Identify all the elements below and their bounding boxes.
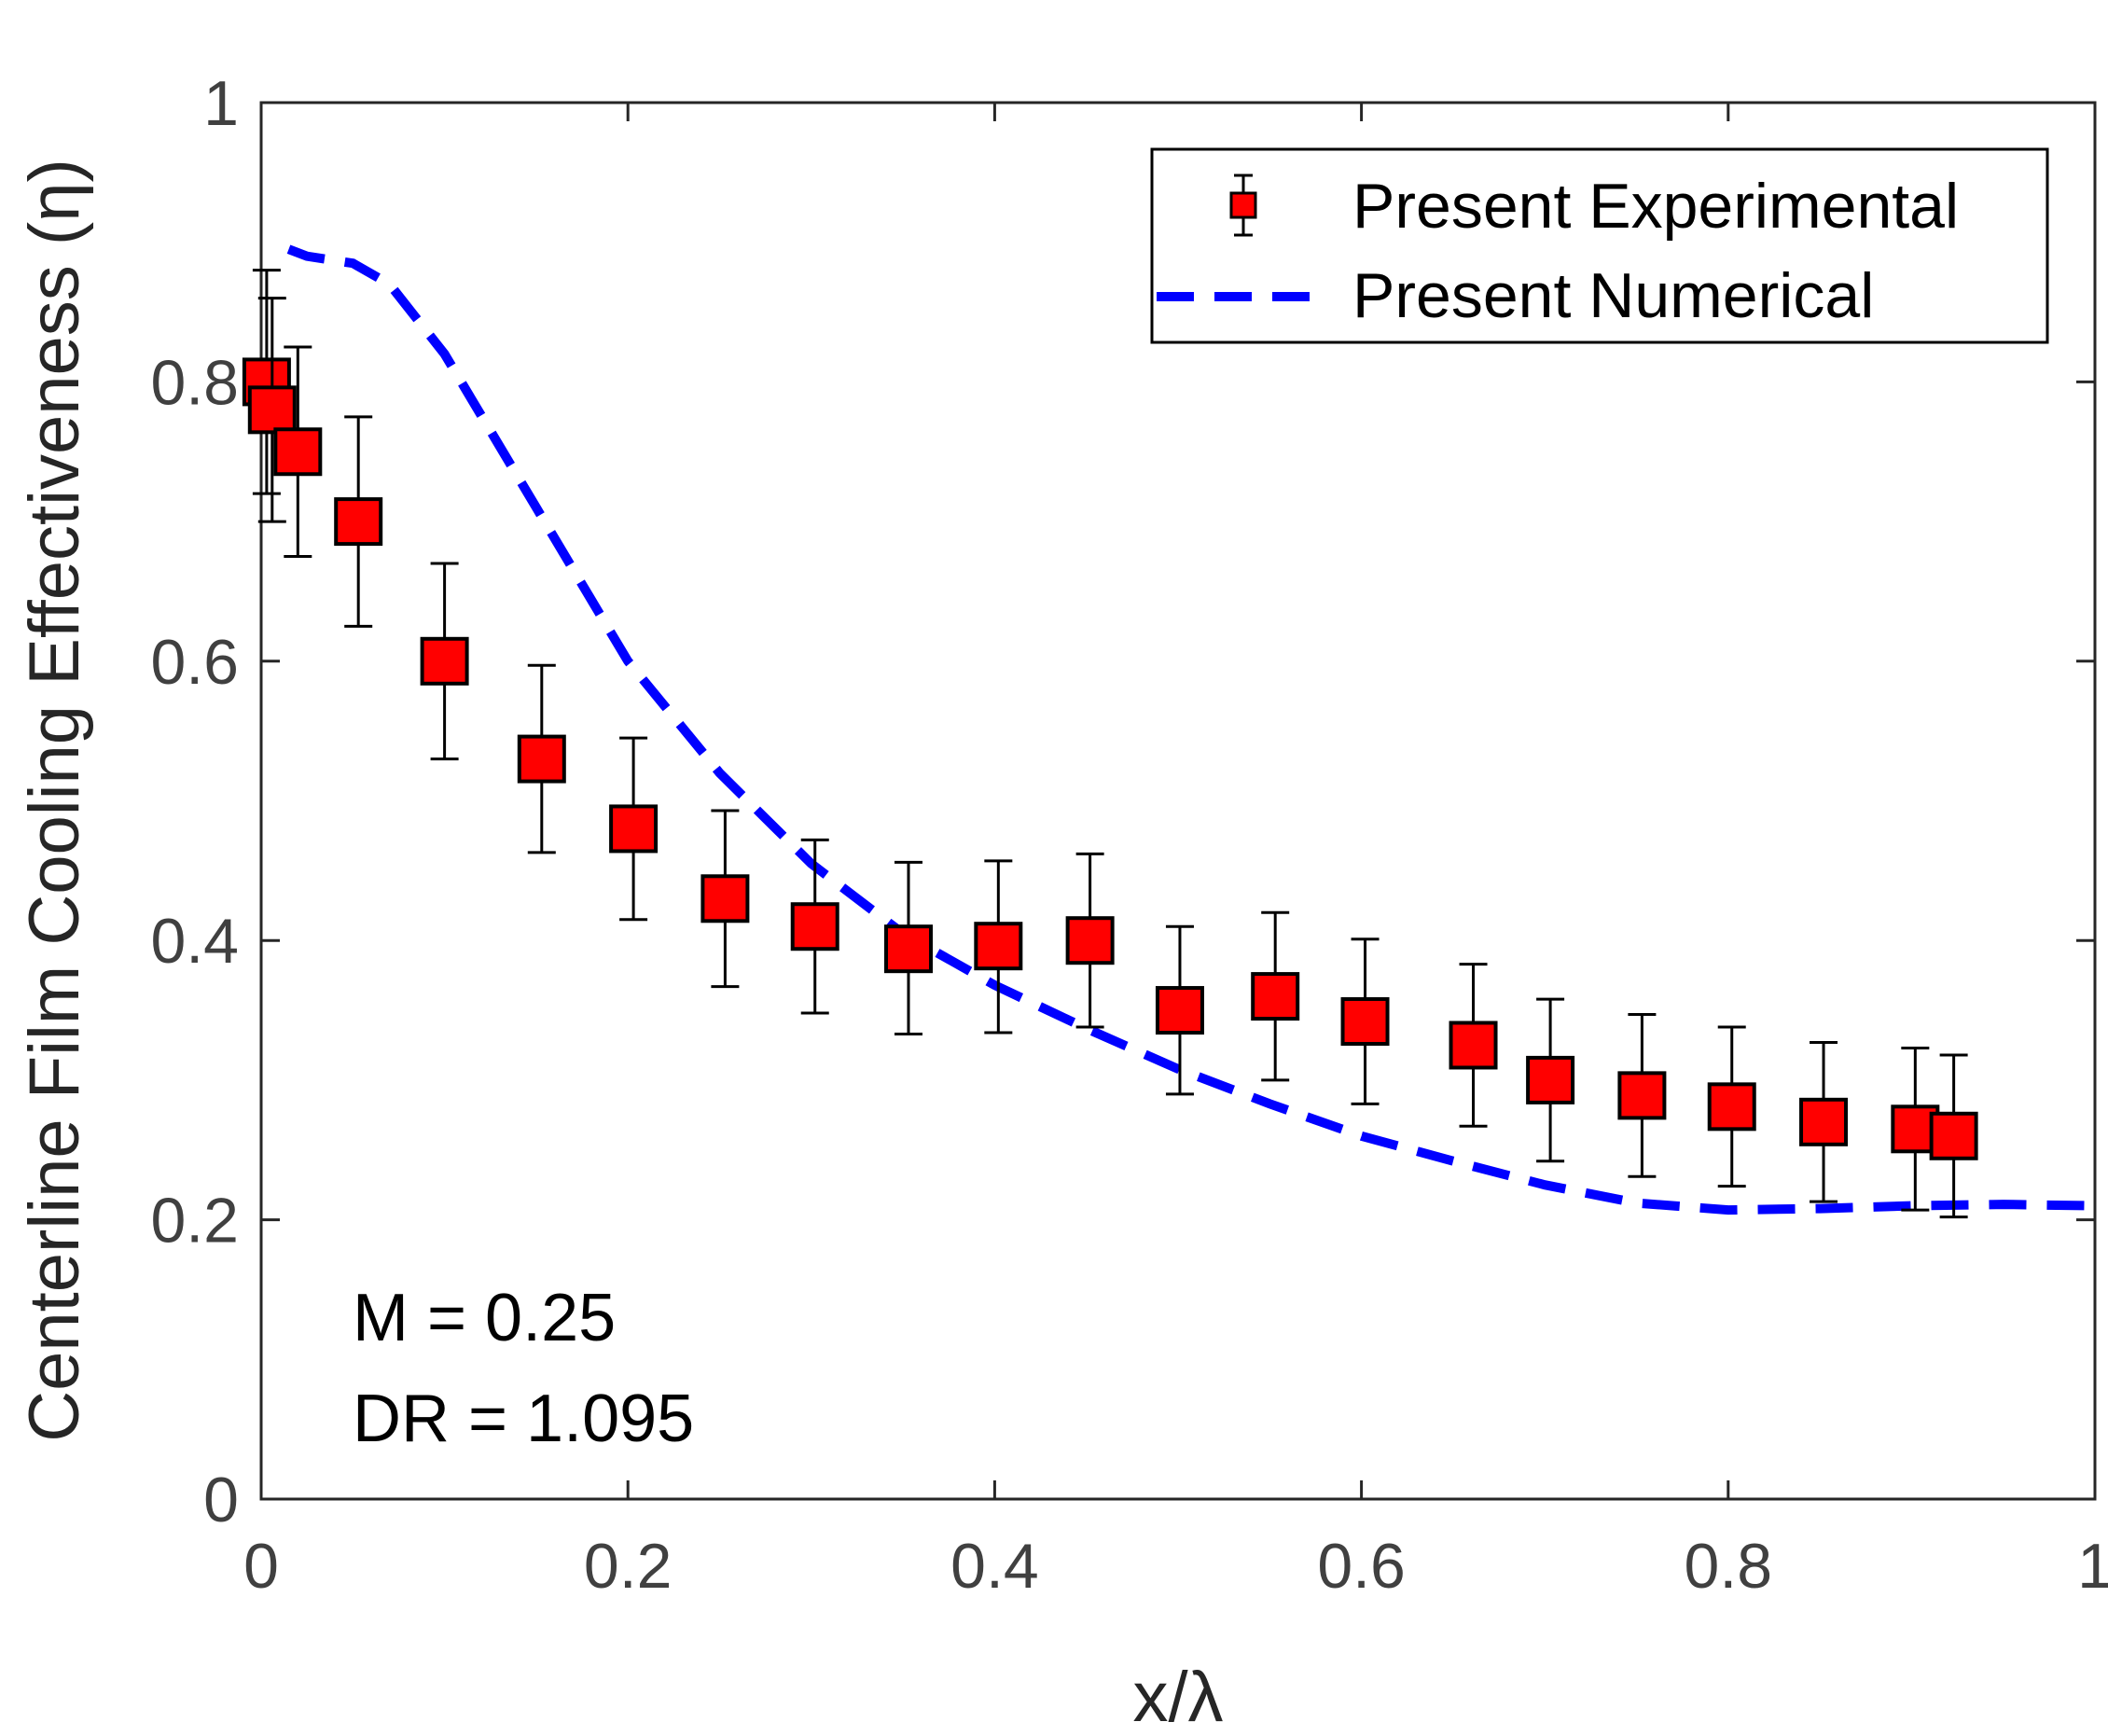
experimental-marker [700,874,750,924]
annotation-mass-flux-ratio: M = 0.25 [353,1281,616,1355]
annotation-density-ratio: DR = 1.095 [353,1382,694,1456]
experimental-point [1251,910,1300,1082]
experimental-marker [1340,997,1390,1047]
experimental-point [273,345,323,559]
experimental-series [242,269,1978,1219]
x-tick-label: 0.2 [584,1531,673,1602]
experimental-point [1526,997,1575,1163]
x-tick-label: 0.4 [950,1531,1039,1602]
legend-box [1150,147,2049,344]
x-axis-ticks: 0 0.2 0.4 0.6 0.8 1 [243,103,2108,1602]
experimental-marker [1065,916,1115,965]
y-tick-label: 0.6 [150,627,239,698]
experimental-marker [1799,1097,1849,1146]
experimental-marker [420,636,469,686]
experimental-point [334,415,383,628]
experimental-marker [974,922,1023,971]
legend-experimental-marker [1229,174,1257,237]
experimental-point [1065,852,1115,1029]
y-tick-label: 0.8 [150,347,239,418]
experimental-point [1929,1053,1978,1219]
x-tick-label: 0.6 [1317,1531,1406,1602]
experimental-point [790,838,839,1015]
experimental-point [1799,1040,1849,1203]
y-axis-ticks: 0 0.2 0.4 0.6 0.8 1 [150,68,2095,1535]
y-tick-label: 0.2 [150,1186,239,1257]
experimental-marker [1155,986,1204,1035]
experimental-point [1155,924,1204,1096]
experimental-point [883,860,933,1035]
experimental-point [609,736,659,922]
experimental-marker [790,902,839,951]
x-axis-label: x/λ [1132,1658,1223,1736]
experimental-point [1340,937,1390,1105]
numerical-line [286,244,2096,1215]
experimental-marker [1707,1082,1756,1132]
experimental-marker [517,734,566,784]
x-tick-label: 0 [243,1531,279,1602]
experimental-point [1707,1025,1756,1188]
y-tick-label: 0.4 [150,906,239,977]
x-tick-label: 1 [2077,1531,2108,1602]
experimental-point [700,809,750,989]
experimental-marker [247,385,297,435]
experimental-marker [609,804,659,854]
experimental-marker [883,924,933,974]
experimental-point [420,562,469,761]
y-tick-label: 1 [203,68,239,139]
experimental-point [1449,963,1498,1128]
experimental-marker [1449,1021,1498,1070]
y-tick-label: 0 [203,1465,239,1535]
experimental-marker [273,427,323,477]
experimental-marker [1251,972,1300,1021]
experimental-marker [334,497,383,547]
experimental-marker [1929,1111,1978,1160]
experimental-marker [1617,1071,1667,1120]
legend-label-numerical: Present Numerical [1352,260,1874,331]
experimental-marker [1526,1055,1575,1104]
experimental-point [247,297,297,523]
legend: Present Experimental Present Numerical [1150,147,2049,344]
experimental-point [974,859,1023,1035]
experimental-point [517,663,566,854]
y-axis-label: Centerline Film Cooling Effectiveness (η… [15,159,94,1442]
numerical-series [286,244,2096,1215]
x-tick-label: 0.8 [1685,1531,1773,1602]
legend-label-experimental: Present Experimental [1352,171,1959,242]
experimental-point [1617,1013,1667,1178]
